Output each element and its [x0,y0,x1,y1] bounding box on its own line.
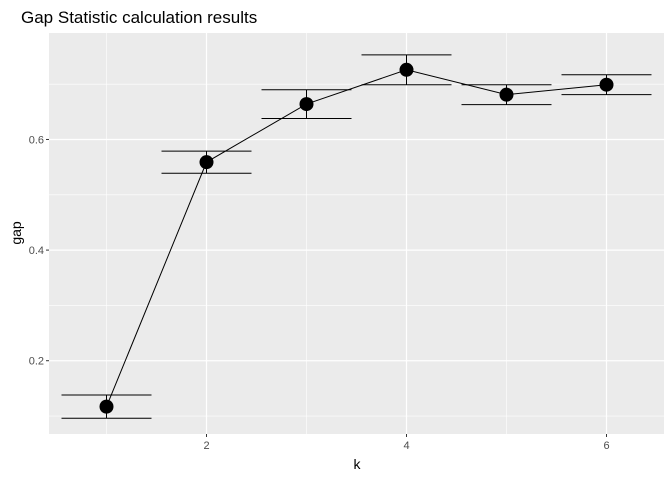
x-axis-title: k [354,456,362,472]
data-point [199,155,214,170]
x-tick-label: 2 [203,440,209,452]
data-point [299,97,314,112]
y-axis-title: gap [8,221,24,245]
major-grid [49,33,664,434]
y-axis: 0.2 0.4 0.6 [29,134,49,368]
x-tick-label: 6 [603,440,609,452]
y-tick-label: 0.4 [29,245,44,257]
plot-panel [49,33,664,434]
y-tick-label: 0.2 [29,356,44,368]
data-point [399,62,414,77]
y-tick-label: 0.6 [29,134,44,146]
x-axis: 2 4 6 [203,434,610,452]
data-point [99,399,114,414]
data-point [599,77,614,92]
series-line [106,69,607,407]
series-line-group [106,69,607,407]
chart-title: Gap Statistic calculation results [21,8,257,27]
data-points [99,62,614,414]
data-point [499,87,514,102]
x-tick-label: 4 [403,440,409,452]
